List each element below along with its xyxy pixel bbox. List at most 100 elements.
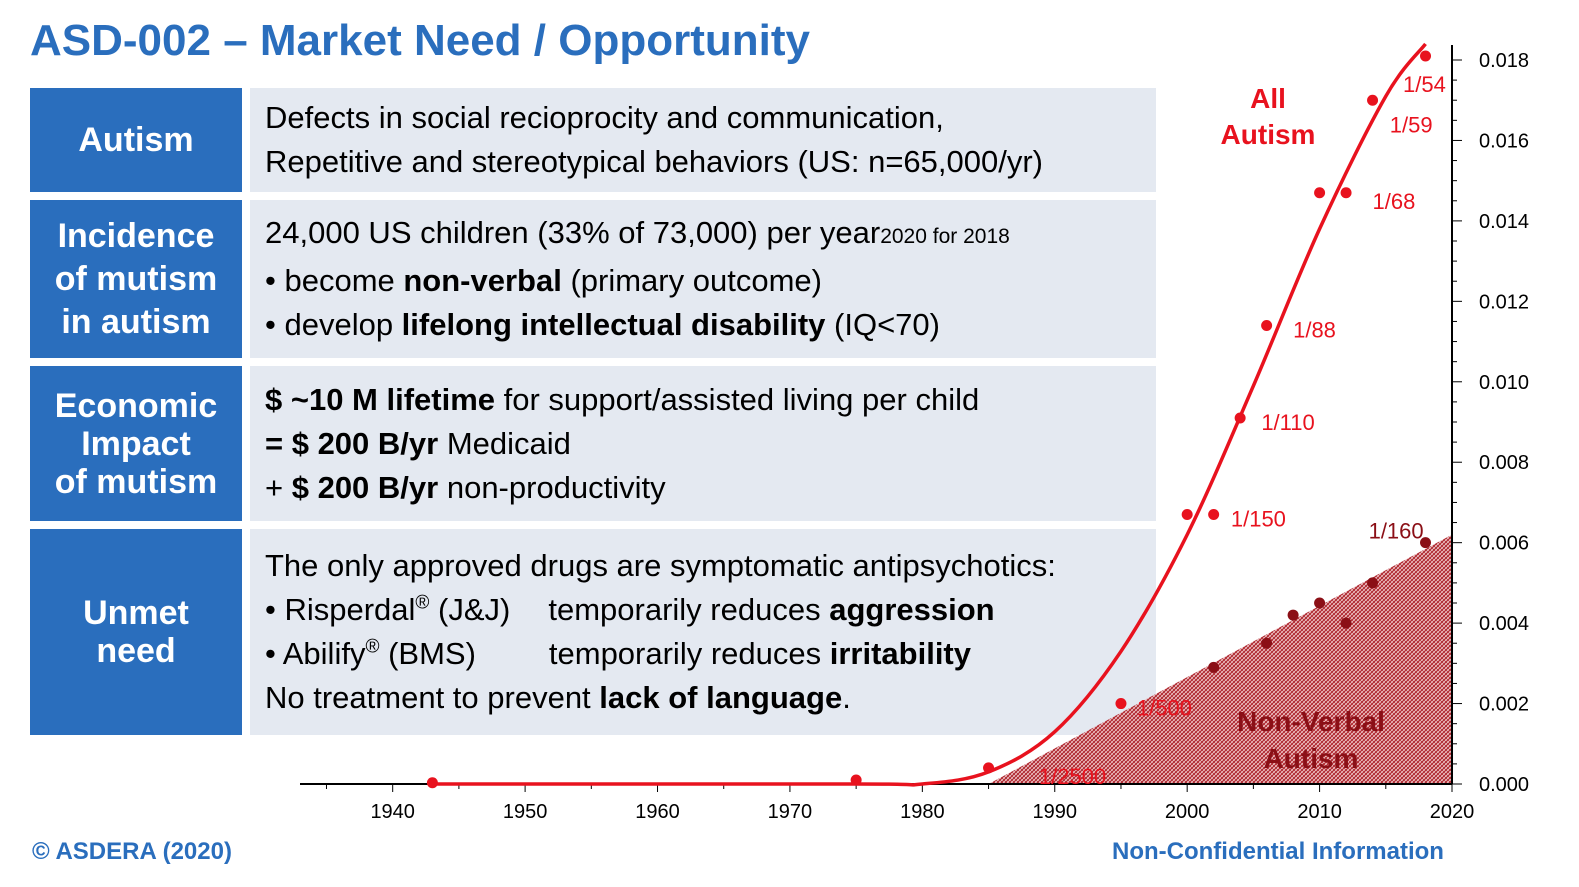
content-line: $ ~10 M lifetime for support/assisted li…	[265, 378, 1156, 422]
nonverbal-point	[1420, 537, 1432, 549]
row-label-line: Autism	[78, 121, 194, 159]
text-span: No treatment to prevent	[265, 680, 600, 715]
text-span: • develop	[265, 307, 402, 342]
nonverbal-point	[1367, 577, 1379, 589]
text-span: +	[265, 469, 292, 505]
registered-mark: ®	[415, 592, 430, 614]
text-span: for support/assisted living per child	[495, 381, 980, 417]
nonverbal-point	[1261, 637, 1273, 649]
prevalence-label: 1/59	[1390, 112, 1433, 137]
bold-text: non-verbal	[403, 263, 562, 298]
row-label-line: of mutism	[54, 462, 218, 501]
all-autism-point	[1181, 509, 1193, 521]
content-line: No treatment to prevent lack of language…	[265, 676, 1156, 720]
copyright-footer: © ASDERA (2020)	[32, 838, 232, 865]
all-autism-point	[1314, 187, 1326, 199]
text-span: temporarily reduces	[548, 636, 830, 671]
text-span: (IQ<70)	[825, 307, 940, 342]
row-label-line: need	[96, 632, 176, 670]
prevalence-label: 1/160	[1369, 519, 1424, 544]
x-tick-label: 1940	[370, 801, 415, 823]
nonverbal-point	[1287, 609, 1299, 621]
content-line: Repetitive and stereotypical behaviors (…	[265, 144, 1043, 179]
x-tick-label: 1960	[635, 801, 680, 823]
prevalence-label: 1/150	[1231, 507, 1286, 532]
all-autism-point	[1340, 187, 1352, 199]
content-line: 24,000 US children (33% of 73,000) per y…	[265, 211, 1156, 259]
y-tick-label: 0.008	[1479, 452, 1529, 474]
x-tick-label: 2000	[1165, 801, 1210, 823]
text-span: temporarily reduces	[548, 592, 830, 627]
y-tick-label: 0.012	[1479, 291, 1529, 313]
prevalence-label: 1/110	[1261, 410, 1314, 435]
content-line: • become non-verbal (primary outcome)	[265, 259, 1156, 303]
text-span: Medicaid	[438, 425, 571, 461]
all-autism-point	[1420, 50, 1432, 62]
x-tick-label: 1990	[1033, 801, 1078, 823]
x-tick-label: 2020	[1430, 801, 1475, 823]
text-span: (primary outcome)	[561, 263, 822, 298]
bold-text: $ 200 B/yr	[291, 469, 439, 505]
all-autism-point	[850, 774, 862, 786]
all-autism-label: Autism	[1221, 119, 1316, 150]
row-label-line: Economic	[54, 386, 218, 425]
content-line: The only approved drugs are symptomatic …	[265, 548, 1056, 583]
company-name: (BMS)	[379, 636, 476, 671]
content-line: Defects in social recioprocity and commu…	[265, 100, 944, 135]
prevalence-label: 1/68	[1373, 189, 1416, 214]
row-label-line: Impact	[81, 424, 191, 463]
prevalence-label: 1/2500	[1039, 764, 1106, 789]
confidentiality-footer: Non-Confidential Information	[1112, 838, 1444, 865]
row-content-economic: $ ~10 M lifetime for support/assisted li…	[250, 366, 1156, 521]
prevalence-label: 1/54	[1403, 72, 1446, 97]
drug-name: • Abilify	[265, 636, 366, 671]
content-line: • Abilify® (BMS) temporarily reduces irri…	[265, 632, 1156, 676]
nonverbal-autism-label: Autism	[1264, 743, 1359, 774]
y-tick-label: 0.000	[1479, 774, 1529, 796]
nonverbal-autism-label: Non-Verbal	[1237, 706, 1385, 737]
row-label-economic: Economic Impact of mutism	[30, 366, 242, 521]
all-autism-point	[1208, 509, 1220, 521]
y-tick-label: 0.016	[1479, 130, 1529, 152]
text-span: .	[842, 680, 851, 715]
text-span: • become	[265, 263, 404, 298]
row-content-unmet-need: The only approved drugs are symptomatic …	[250, 529, 1156, 735]
bold-text: lifelong intellectual disability	[401, 307, 826, 342]
y-tick-label: 0.014	[1479, 211, 1529, 233]
all-autism-point	[983, 762, 995, 774]
content-line: • develop lifelong intellectual disabili…	[265, 303, 1156, 347]
bold-text: irritability	[829, 636, 971, 671]
nonverbal-point	[1340, 617, 1352, 629]
all-autism-point	[1234, 412, 1246, 424]
all-autism-point	[1367, 94, 1379, 106]
all-autism-label: All	[1250, 83, 1286, 114]
y-tick-label: 0.002	[1479, 694, 1529, 716]
company-name: (J&J)	[429, 592, 511, 627]
x-tick-label: 2010	[1297, 801, 1342, 823]
prevalence-label: 1/88	[1293, 317, 1336, 342]
bold-text: = $ 200 B/yr	[265, 425, 439, 461]
content-line: = $ 200 B/yr Medicaid	[265, 422, 1156, 466]
row-label-line: in autism	[61, 302, 211, 341]
row-content-incidence: 24,000 US children (33% of 73,000) per y…	[250, 200, 1156, 358]
incidence-subscript: 2020 for 2018	[880, 225, 1010, 248]
y-tick-label: 0.018	[1479, 50, 1529, 72]
all-autism-point	[426, 777, 438, 789]
bold-text: $ ~10 M lifetime	[265, 381, 496, 417]
bold-text: aggression	[829, 592, 995, 627]
x-tick-label: 1970	[768, 801, 813, 823]
y-tick-label: 0.004	[1479, 613, 1529, 635]
all-autism-point	[1261, 319, 1273, 331]
content-line: + $ 200 B/yr non-productivity	[265, 466, 1156, 510]
x-tick-label: 1950	[503, 801, 548, 823]
content-line: • Risperdal® (J&J) temporarily reduces ag…	[265, 588, 1156, 632]
row-label-incidence: Incidence of mutism in autism	[30, 200, 242, 358]
row-content-autism: Defects in social recioprocity and commu…	[250, 88, 1156, 192]
row-label-line: Unmet	[83, 594, 189, 632]
incidence-main-text: 24,000 US children (33% of 73,000) per y…	[265, 215, 881, 250]
bold-text: lack of language	[599, 680, 843, 715]
row-label-line: of mutism	[54, 259, 218, 298]
x-tick-label: 1980	[900, 801, 945, 823]
y-tick-label: 0.006	[1479, 533, 1529, 555]
row-label-autism: Autism	[30, 88, 242, 192]
